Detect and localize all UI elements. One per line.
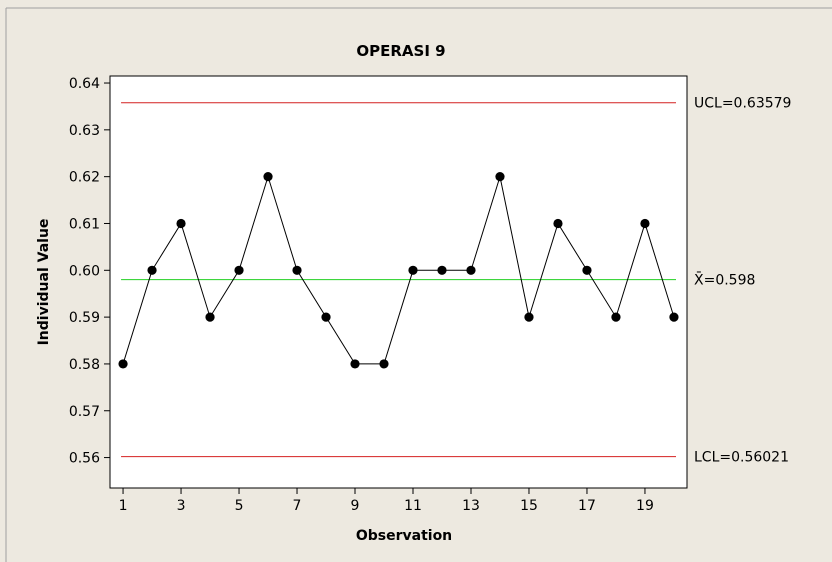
data-point <box>350 359 360 369</box>
y-tick-label: 0.62 <box>69 170 100 186</box>
data-point <box>321 312 331 322</box>
y-tick-label: 0.61 <box>69 216 100 232</box>
y-tick-label: 0.57 <box>69 404 100 420</box>
y-tick-label: 0.59 <box>69 310 100 326</box>
x-tick-label: 7 <box>293 498 302 514</box>
x-tick-label: 5 <box>235 498 244 514</box>
x-axis-title: Observation <box>356 528 452 544</box>
data-point <box>495 172 505 182</box>
y-tick-label: 0.58 <box>69 357 100 373</box>
data-point <box>263 172 273 182</box>
x-tick-label: 13 <box>462 498 480 514</box>
x-tick-label: 3 <box>177 498 186 514</box>
data-point <box>292 265 302 275</box>
plot-area <box>109 75 688 489</box>
chart-title: OPERASI 9 <box>356 42 445 60</box>
data-point <box>118 359 128 369</box>
reference-lines: UCL=0.63579 X̄=0.598 LCL=0.56021 <box>121 96 791 466</box>
series-line <box>122 174 675 365</box>
x-tick-label: 1 <box>119 498 128 514</box>
x-tick-label: 11 <box>404 498 422 514</box>
data-point <box>176 218 186 229</box>
x-axis-ticks: 1 3 5 7 9 11 13 15 17 19 <box>119 488 654 514</box>
y-axis-title: Individual Value <box>36 219 52 346</box>
data-point <box>437 265 447 275</box>
data-point <box>408 265 418 275</box>
series-group <box>118 172 679 369</box>
reference-line-label: X̄=0.598 <box>694 271 755 289</box>
x-tick-label: 17 <box>578 498 596 514</box>
reference-line-label: LCL=0.56021 <box>694 450 789 466</box>
data-point <box>524 312 534 322</box>
y-tick-label: 0.60 <box>69 263 100 279</box>
data-point <box>147 265 157 275</box>
reference-line-label: UCL=0.63579 <box>694 96 791 112</box>
y-tick-label: 0.56 <box>69 451 100 467</box>
y-axis-ticks: 0.56 0.57 0.58 0.59 0.60 0.61 0.62 0.63 0.64 <box>69 76 110 467</box>
y-tick-label: 0.63 <box>69 123 100 139</box>
data-point <box>234 265 244 275</box>
data-point <box>669 312 679 322</box>
data-point <box>640 218 650 229</box>
data-point <box>611 312 621 322</box>
data-point <box>205 312 215 322</box>
x-tick-label: 9 <box>351 498 360 514</box>
x-tick-label: 15 <box>520 498 538 514</box>
data-point <box>582 265 592 275</box>
data-point <box>466 265 476 275</box>
data-point <box>553 218 563 229</box>
y-tick-label: 0.64 <box>69 76 100 92</box>
x-tick-label: 19 <box>636 498 654 514</box>
data-point <box>379 359 389 369</box>
